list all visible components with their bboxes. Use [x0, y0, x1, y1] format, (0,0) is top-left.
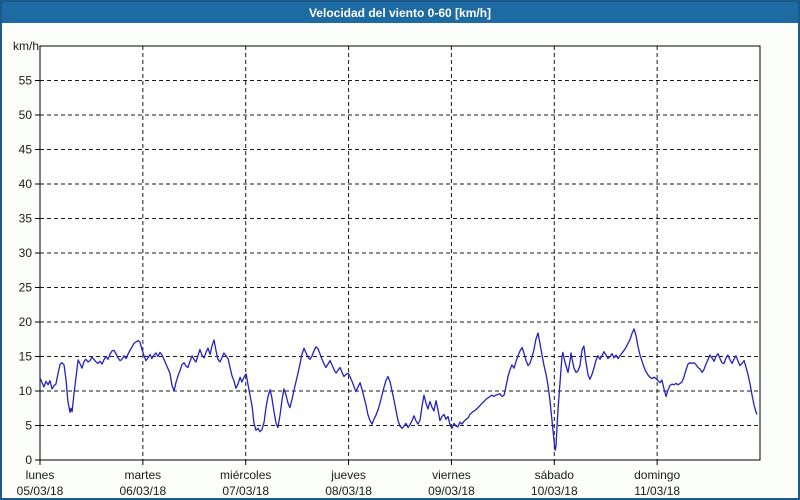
x-day-label: lunes: [26, 468, 55, 482]
x-date-label: 05/03/18: [17, 484, 64, 498]
y-tick-label: 15: [19, 350, 33, 364]
y-tick-label: 10: [19, 384, 33, 398]
x-date-label: 08/03/18: [325, 484, 372, 498]
x-day-label: sábado: [535, 468, 575, 482]
x-date-label: 11/03/18: [634, 484, 680, 498]
x-day-label: jueves: [330, 468, 366, 482]
chart-title: Velocidad del viento 0-60 [km/h]: [308, 5, 492, 20]
y-tick-label: 50: [19, 108, 33, 122]
x-day-label: viernes: [432, 468, 471, 482]
x-date-label: 09/03/18: [428, 484, 475, 498]
chart-title-bar: Velocidad del viento 0-60 [km/h]: [2, 2, 798, 23]
y-tick-label: 25: [19, 281, 33, 295]
plot-frame: [39, 45, 761, 461]
wind-speed-line: [39, 328, 758, 451]
y-tick-label: 5: [25, 419, 32, 433]
y-tick-label: 0: [25, 453, 32, 467]
x-day-label: domingo: [634, 468, 680, 482]
y-tick-label: 45: [19, 143, 33, 157]
y-tick-label: 35: [19, 212, 33, 226]
y-tick-label: 30: [19, 246, 33, 260]
y-tick-label: 55: [19, 74, 33, 88]
y-tick-label: 40: [19, 177, 33, 191]
x-date-label: 10/03/18: [531, 484, 578, 498]
y-axis-unit-label: km/h: [13, 39, 39, 53]
x-date-label: 06/03/18: [119, 484, 166, 498]
x-day-label: miércoles: [220, 468, 271, 482]
y-tick-label: 20: [19, 315, 33, 329]
x-day-label: martes: [125, 468, 162, 482]
x-date-label: 07/03/18: [222, 484, 269, 498]
